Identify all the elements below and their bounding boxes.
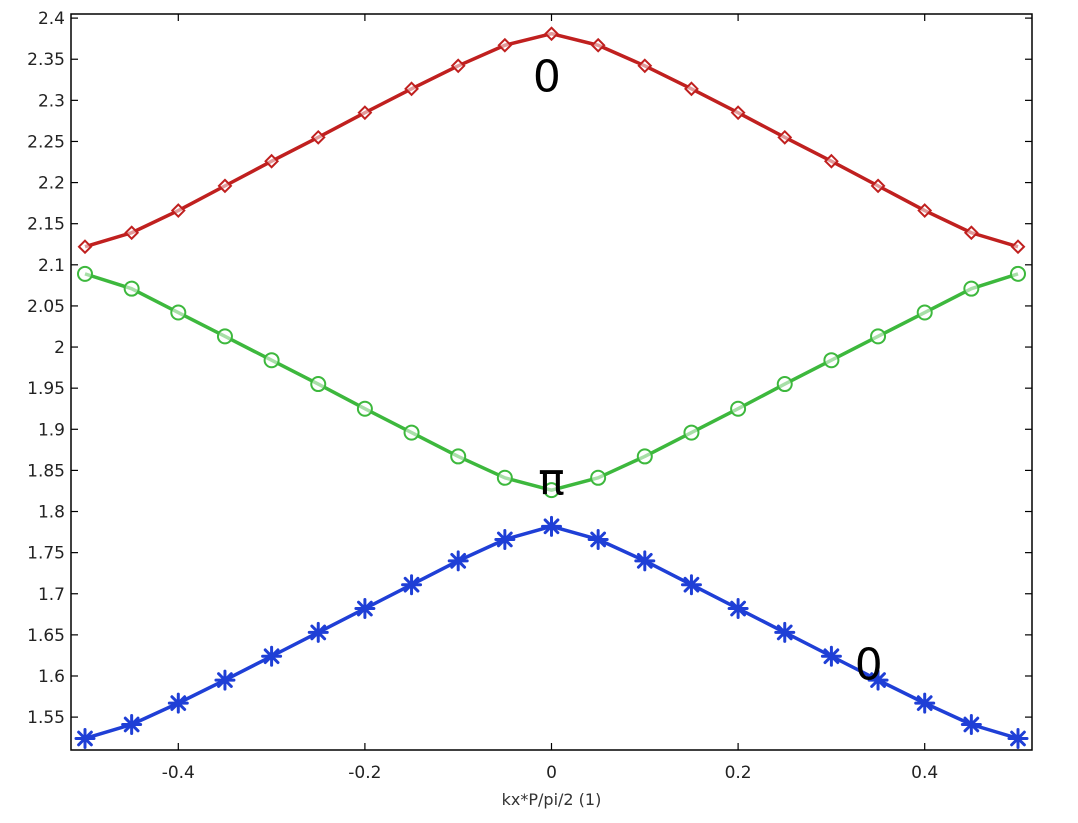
series-2-point — [730, 400, 747, 417]
series-2-point — [776, 376, 793, 393]
y-tick-label: 1.6 — [38, 667, 65, 687]
y-tick-label: 1.75 — [27, 544, 65, 564]
x-axis: -0.4 -0.2 0 0.2 0.4 — [162, 14, 938, 783]
series-3-point — [494, 528, 516, 550]
series-3-point — [727, 598, 749, 620]
series-3-point — [820, 645, 842, 667]
series-2-point — [823, 352, 840, 369]
series-1-point — [404, 81, 419, 97]
series-2-point — [916, 304, 933, 321]
x-tick-label: 0.2 — [725, 763, 752, 783]
series-1-point — [1010, 239, 1026, 255]
y-tick-label: 2.15 — [27, 215, 65, 235]
x-tick-label: 0 — [546, 763, 557, 783]
series-2-point — [310, 376, 327, 393]
y-tick-label: 2.3 — [38, 91, 65, 111]
series-3-point — [447, 550, 469, 572]
series-2-point — [543, 482, 560, 499]
series-2-point — [636, 448, 653, 465]
series-2-point — [76, 265, 93, 282]
series-3-point — [261, 645, 283, 667]
series-3-point — [214, 669, 236, 691]
series-3-point — [867, 669, 889, 691]
series-1-point — [870, 178, 886, 194]
y-tick-label: 2.25 — [27, 132, 65, 152]
plot-area — [70, 13, 1033, 751]
series-2-point — [590, 469, 607, 486]
series-1-point — [917, 203, 933, 218]
series-1-point — [217, 178, 233, 194]
series-3-point — [587, 528, 609, 550]
series-3-point — [1007, 727, 1029, 749]
y-tick-label: 2.2 — [38, 174, 65, 194]
series-2-point — [1010, 265, 1027, 282]
series-2-point — [123, 280, 140, 297]
x-tick-label: -0.4 — [162, 763, 195, 783]
series-2-point — [356, 400, 373, 417]
series-1-point — [823, 153, 839, 169]
series-1-point — [170, 203, 186, 218]
y-tick-label: 1.7 — [38, 585, 65, 605]
annotation-label: 0 — [533, 52, 561, 103]
series-1-point — [730, 105, 746, 121]
y-tick-label: 1.65 — [27, 626, 65, 646]
series-1-point — [544, 26, 559, 42]
series-1-point — [450, 58, 466, 74]
series-1-point — [77, 239, 93, 255]
series-1-point — [497, 37, 513, 53]
series-1-point — [590, 37, 606, 53]
series-1-point — [264, 153, 280, 169]
series-3-point — [121, 714, 143, 736]
series-2-point — [963, 280, 980, 297]
series-3-point — [74, 727, 96, 749]
series-2-point — [216, 328, 233, 345]
y-tick-label: 2.4 — [38, 9, 65, 29]
y-tick-label: 1.9 — [38, 420, 65, 440]
series-group — [74, 26, 1029, 749]
series-1-point — [684, 81, 699, 97]
series-2-point — [870, 328, 887, 345]
annotation-label: 0 — [855, 640, 883, 691]
y-tick-label: 2.05 — [27, 297, 65, 317]
annotation-group: 0 π 0 — [533, 52, 883, 691]
series-3-point — [354, 598, 376, 620]
series-3-point — [774, 621, 796, 643]
y-tick-label: 1.95 — [27, 379, 65, 399]
series-1-point — [777, 129, 793, 145]
series-3-point — [914, 692, 936, 714]
x-tick-label: 0.4 — [911, 763, 938, 783]
y-tick-label: 1.85 — [27, 461, 65, 481]
series-3-point — [167, 692, 189, 714]
y-axis: 1.55 1.6 1.65 1.7 1.75 1.8 1.85 1.9 1.95 2 2.05 2.1… — [27, 9, 1032, 728]
series-2-point — [683, 424, 700, 441]
y-tick-label: 1.8 — [38, 503, 65, 523]
series-1-point — [637, 58, 653, 74]
series-3-point — [634, 550, 656, 572]
series-3-point — [401, 574, 423, 596]
y-tick-label: 2.35 — [27, 50, 65, 70]
series-2-point — [403, 424, 420, 441]
y-tick-label: 2.1 — [38, 256, 65, 276]
series-2-point — [450, 448, 467, 465]
series-3-point — [960, 714, 982, 736]
x-axis-label: kx*P/pi/2 (1) — [502, 790, 602, 809]
series-3-point — [307, 621, 329, 643]
series-1-point — [124, 225, 140, 241]
annotation-label: π — [538, 455, 565, 506]
series-1-point — [357, 105, 373, 121]
series-3-point — [680, 574, 702, 596]
y-tick-label: 2 — [54, 338, 65, 358]
series-1-point — [310, 129, 326, 145]
series-1-point — [963, 225, 979, 241]
series-2-point — [170, 304, 187, 321]
y-tick-label: 1.55 — [27, 708, 65, 728]
series-2-point — [496, 469, 513, 486]
series-3-point — [541, 515, 562, 537]
x-tick-label: -0.2 — [348, 763, 381, 783]
series-2-point — [263, 352, 280, 369]
